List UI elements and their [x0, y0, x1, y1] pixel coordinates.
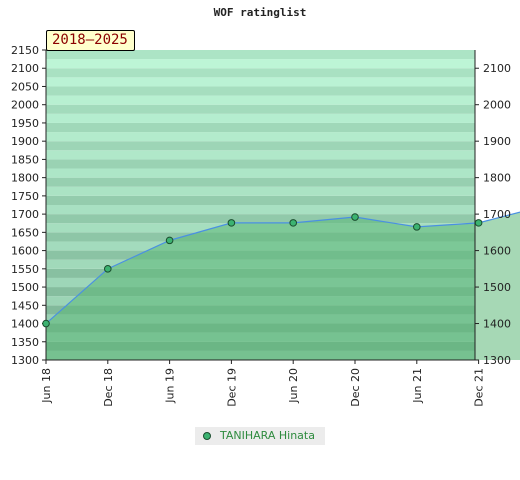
y-tick-label-left: 1500 — [11, 281, 39, 294]
background-band — [46, 68, 475, 78]
y-tick-label-right: 1500 — [483, 281, 511, 294]
y-tick-label-right: 2100 — [483, 62, 511, 75]
x-tick-label: Jun 20 — [287, 368, 300, 404]
background-band — [46, 122, 475, 133]
data-point — [165, 236, 174, 245]
background-band — [46, 95, 475, 105]
chart-title: WOF ratinglist — [213, 6, 307, 19]
background-band — [46, 104, 475, 114]
background-band — [46, 186, 475, 196]
period-badge: 2018–2025 — [46, 30, 135, 51]
y-tick-label-left: 2150 — [11, 44, 39, 57]
y-tick-label-right: 1300 — [483, 354, 511, 367]
background-band — [46, 177, 475, 187]
data-point — [351, 213, 359, 221]
legend-label: TANIHARA Hinata — [220, 429, 315, 442]
y-tick-label-left: 1400 — [11, 318, 39, 331]
y-tick-label-right: 1600 — [483, 245, 511, 258]
data-point — [42, 319, 50, 328]
x-tick-label: Dec 18 — [102, 368, 115, 407]
legend-marker — [203, 432, 211, 440]
background-band — [46, 113, 475, 123]
data-point — [289, 219, 298, 227]
y-tick-label-left: 1700 — [11, 208, 39, 221]
background-band — [46, 86, 475, 96]
legend: TANIHARA Hinata — [195, 427, 325, 445]
x-tick-label: Jun 19 — [164, 368, 177, 404]
data-point — [474, 219, 483, 227]
background-band — [46, 214, 475, 224]
x-tick-label: Dec 21 — [473, 368, 486, 407]
y-tick-label-left: 1650 — [11, 226, 39, 239]
background-band — [46, 168, 475, 178]
y-tick-label-right: 1700 — [483, 208, 511, 221]
y-tick-label-right: 1900 — [483, 135, 511, 148]
x-tick-label: Jun 21 — [411, 368, 424, 404]
x-tick-label: Dec 19 — [225, 368, 238, 407]
data-point — [413, 223, 421, 231]
data-point — [227, 219, 236, 227]
y-tick-label-left: 1850 — [11, 153, 39, 166]
y-tick-label-left: 1800 — [11, 172, 39, 185]
background-band — [46, 132, 475, 142]
y-tick-label-right: 1400 — [483, 318, 511, 331]
y-tick-label-left: 1350 — [11, 336, 39, 349]
background-band — [46, 77, 475, 87]
y-tick-label-left: 1550 — [11, 263, 39, 276]
y-tick-label-left: 1300 — [11, 354, 39, 367]
y-tick-label-left: 1900 — [11, 135, 39, 148]
y-tick-label-right: 1800 — [483, 172, 511, 185]
background-band — [46, 59, 475, 69]
x-tick-label: Jun 18 — [40, 368, 53, 404]
y-tick-label-left: 1950 — [11, 117, 39, 130]
background-band — [46, 205, 475, 215]
background-band — [46, 150, 475, 160]
x-tick-label: Dec 20 — [349, 368, 362, 407]
y-tick-label-left: 1600 — [11, 245, 39, 258]
background-band — [46, 195, 475, 205]
y-tick-label-left: 2100 — [11, 62, 39, 75]
data-point — [104, 265, 112, 273]
rating-area — [46, 212, 520, 360]
y-tick-label-right: 2000 — [483, 99, 511, 112]
background-band — [46, 159, 475, 169]
background-band — [46, 141, 475, 151]
y-tick-label-left: 1750 — [11, 190, 39, 203]
background-band — [46, 50, 475, 60]
y-tick-label-left: 2050 — [11, 80, 39, 93]
y-tick-label-left: 2000 — [11, 99, 39, 112]
y-tick-label-left: 1450 — [11, 299, 39, 312]
